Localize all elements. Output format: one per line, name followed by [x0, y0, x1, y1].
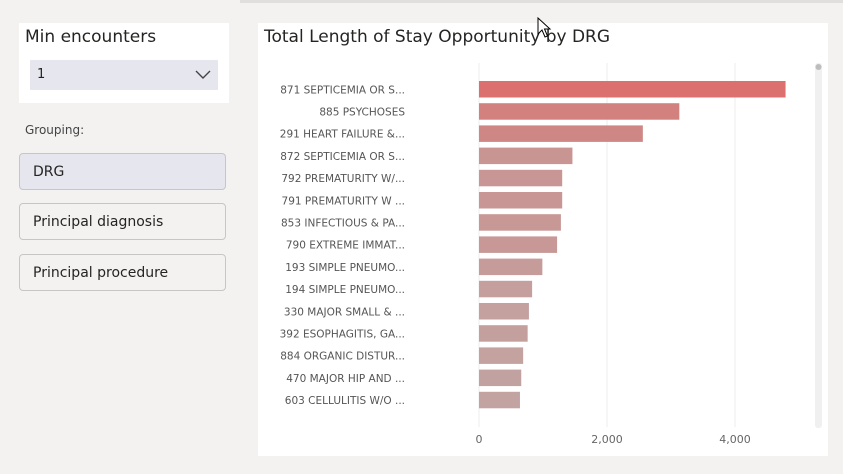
min-encounters-slicer: Min encounters 1 — [19, 23, 229, 103]
bar-2[interactable] — [479, 125, 643, 142]
min-encounters-value: 1 — [37, 67, 46, 82]
chart-scrollbar-track[interactable] — [815, 63, 822, 428]
min-encounters-dropdown[interactable]: 1 — [30, 60, 218, 90]
category-label-11: 392 ESOPHAGITIS, GA... — [280, 328, 405, 340]
category-label-0: 871 SEPTICEMIA OR S... — [280, 84, 405, 96]
los-opportunity-chart: Total Length of Stay Opportunity by DRG … — [258, 23, 828, 456]
bar-4[interactable] — [479, 169, 563, 187]
bar-7[interactable] — [479, 236, 558, 253]
bar-12[interactable] — [479, 347, 524, 364]
bar-1[interactable] — [479, 103, 680, 120]
category-label-2: 291 HEART FAILURE &... — [280, 129, 405, 141]
bar-11[interactable] — [479, 325, 528, 342]
category-label-14: 603 CELLULITIS W/O ... — [285, 395, 405, 407]
bar-10[interactable] — [479, 303, 529, 320]
grouping-principal-diagnosis-label: Principal diagnosis — [33, 214, 164, 230]
category-label-13: 470 MAJOR HIP AND ... — [286, 373, 405, 385]
bar-chart-svg: 871 SEPTICEMIA OR S... 885 PSYCHOSES 291 H… — [280, 63, 822, 446]
bar-6[interactable] — [479, 214, 561, 231]
x-tick-label-2: 4,000 — [719, 433, 751, 446]
grouping-drg-label: DRG — [33, 164, 65, 180]
mouse-cursor-icon — [537, 17, 552, 38]
x-tick-label-1: 2,000 — [591, 433, 623, 446]
top-divider — [240, 0, 843, 3]
bar-0[interactable] — [479, 81, 786, 98]
category-label-3: 872 SEPTICEMIA OR S... — [280, 151, 405, 163]
grouping-principal-procedure-button[interactable]: Principal procedure — [19, 254, 226, 291]
bar-9[interactable] — [479, 280, 533, 298]
category-label-12: 884 ORGANIC DISTUR... — [280, 351, 405, 363]
category-label-8: 193 SIMPLE PNEUMO... — [285, 262, 405, 274]
bar-14[interactable] — [479, 391, 520, 409]
category-label-1: 885 PSYCHOSES — [319, 106, 405, 118]
chart-title: Total Length of Stay Opportunity by DRG — [264, 27, 611, 47]
chart-scrollbar-thumb[interactable] — [815, 64, 822, 70]
min-encounters-title: Min encounters — [25, 27, 157, 47]
grouping-principal-procedure-label: Principal procedure — [33, 265, 169, 281]
category-label-4: 792 PREMATURITY W/... — [281, 173, 405, 185]
bar-5[interactable] — [479, 192, 563, 209]
grouping-label: Grouping: — [25, 123, 85, 137]
category-label-9: 194 SIMPLE PNEUMO... — [285, 284, 405, 296]
category-label-6: 853 INFECTIOUS & PA... — [281, 217, 405, 229]
x-tick-label-0: 0 — [476, 433, 483, 446]
category-label-7: 790 EXTREME IMMAT... — [286, 240, 405, 252]
category-label-10: 330 MAJOR SMALL & ... — [284, 306, 405, 318]
bar-8[interactable] — [479, 258, 543, 276]
bar-3[interactable] — [479, 147, 573, 165]
category-label-5: 791 PREMATURITY W ... — [282, 195, 405, 207]
grouping-principal-diagnosis-button[interactable]: Principal diagnosis — [19, 203, 226, 240]
chevron-down-icon — [195, 70, 211, 79]
bar-13[interactable] — [479, 369, 522, 387]
grouping-drg-button[interactable]: DRG — [19, 153, 226, 190]
